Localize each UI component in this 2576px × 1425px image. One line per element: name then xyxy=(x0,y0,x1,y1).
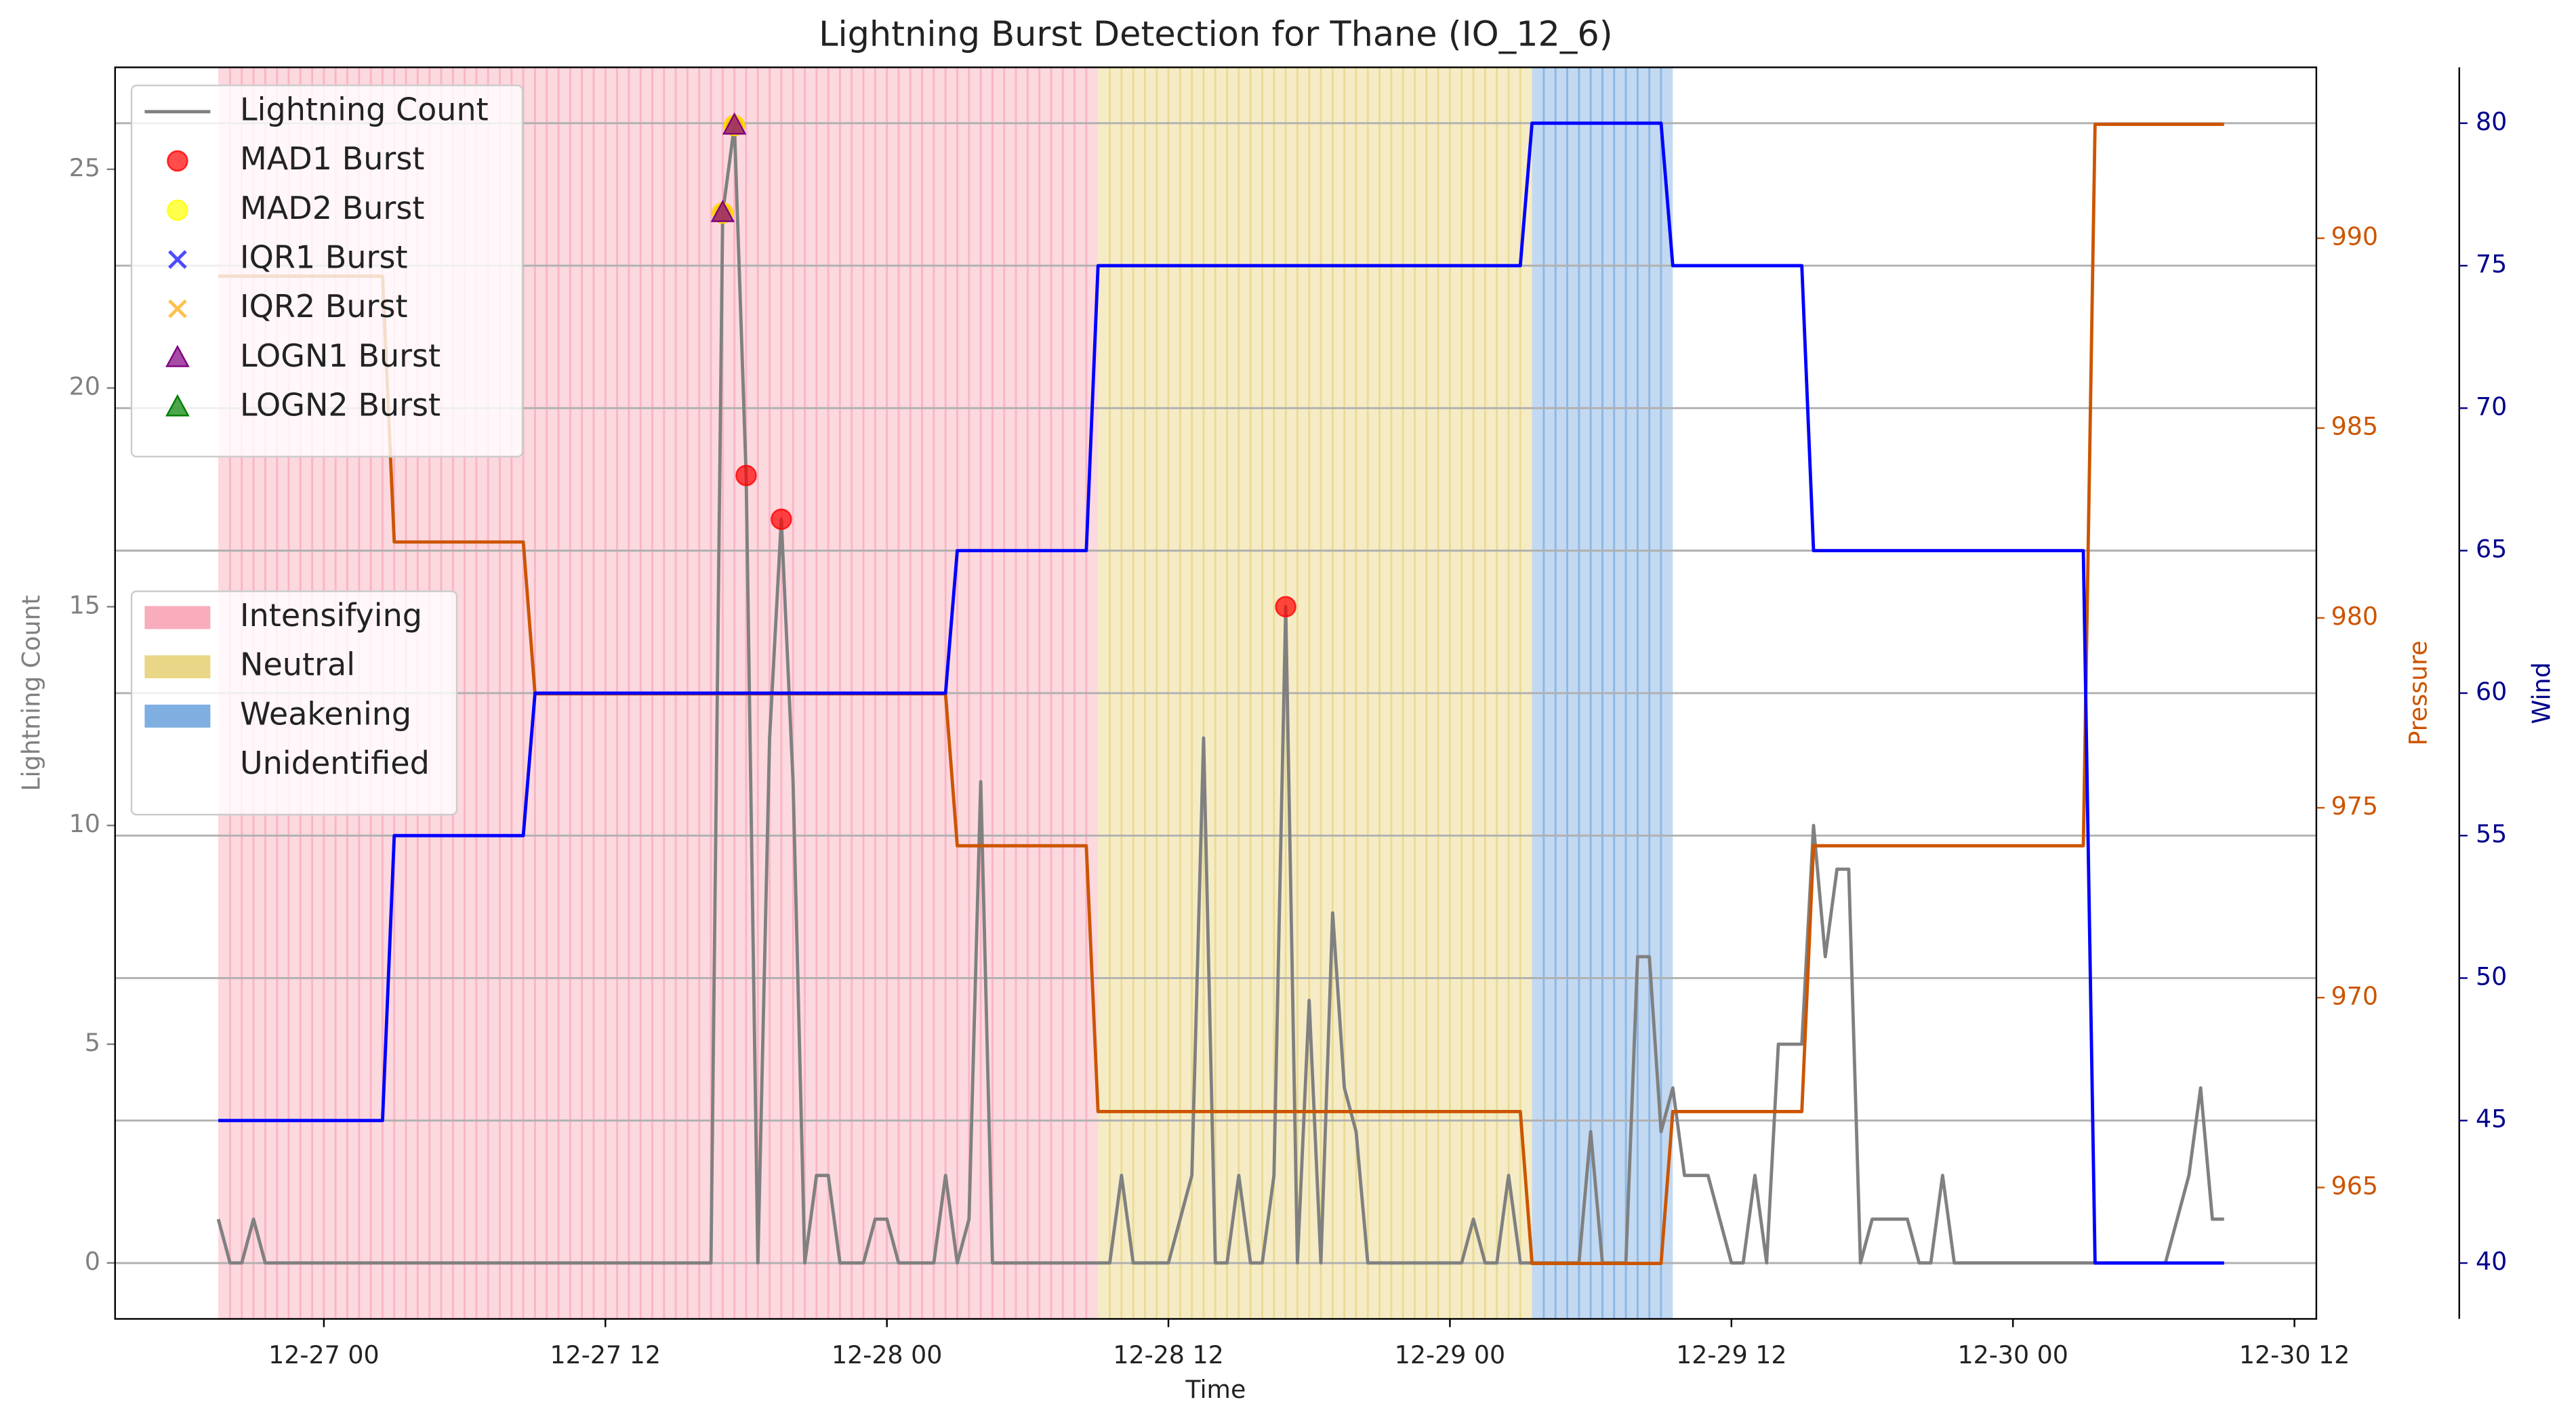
x-tick-label: 12-27 12 xyxy=(550,1340,661,1369)
wind-tick-label: 80 xyxy=(2476,107,2507,136)
legend-marker xyxy=(167,199,188,222)
legend-marker xyxy=(165,394,190,417)
y-tick-label: 0 xyxy=(85,1247,100,1276)
series-line xyxy=(218,123,2224,1266)
wind-tick-label: 45 xyxy=(2476,1104,2507,1134)
burst-marker xyxy=(771,508,792,531)
y-tick-label: 20 xyxy=(69,372,100,401)
legend-marker xyxy=(168,250,187,269)
chart-title: Lightning Burst Detection for Thane (IO_… xyxy=(819,14,1612,54)
pressure-tick-label: 970 xyxy=(2331,981,2378,1010)
legend-patch xyxy=(144,655,211,679)
pressure-tick-label: 975 xyxy=(2331,791,2378,821)
legend-patch xyxy=(144,704,211,728)
wind-tick-label: 70 xyxy=(2476,392,2507,421)
pressure-tick-label: 965 xyxy=(2331,1172,2378,1201)
legend-patch xyxy=(144,606,211,629)
legend-frame xyxy=(130,590,458,816)
legend-marker xyxy=(165,344,190,367)
x-tick-label: 12-27 00 xyxy=(268,1340,379,1369)
legend-label: MAD2 Burst xyxy=(240,190,424,226)
legend-label: Neutral xyxy=(240,646,355,683)
wind-tick-label: 65 xyxy=(2476,535,2507,564)
burst-marker xyxy=(710,199,735,222)
x-tick-label: 12-29 12 xyxy=(1676,1340,1786,1369)
x-tick-label: 12-28 12 xyxy=(1113,1340,1223,1369)
legends: Lightning Count MAD1 Burst MAD2 Burst IQR1 … xyxy=(130,84,524,816)
x-tick-label: 12-30 12 xyxy=(2239,1340,2350,1369)
wind-axis-label: Wind xyxy=(2527,662,2556,724)
phase-legend: Intensifying Neutral Weakening Unidentified xyxy=(130,590,458,816)
wind-tick-label: 55 xyxy=(2476,819,2507,848)
series-line xyxy=(218,121,2224,1265)
legend-marker xyxy=(167,150,188,172)
burst-marker xyxy=(735,464,757,487)
legend-label: Lightning Count xyxy=(240,91,489,127)
x-tick-label: 12-28 00 xyxy=(832,1340,942,1369)
pressure-tick-label: 980 xyxy=(2331,602,2378,631)
legend-frame xyxy=(130,84,524,458)
pressure-tick-label: 985 xyxy=(2331,412,2378,441)
burst-marker xyxy=(722,112,747,135)
pressure-tick-label: 990 xyxy=(2331,222,2378,251)
x-tick-label: 12-30 00 xyxy=(1957,1340,2068,1369)
plot-content xyxy=(216,112,2224,1266)
legend-label: Unidentified xyxy=(240,745,430,781)
x-tick-label: 12-29 00 xyxy=(1395,1340,1505,1369)
legend-patch xyxy=(144,753,211,777)
legend-label: MAD1 Burst xyxy=(240,140,424,177)
legend-label: IQR1 Burst xyxy=(240,239,408,275)
y-tick-label: 15 xyxy=(69,590,100,619)
plot-frame xyxy=(114,66,2318,1320)
legend-label: Weakening xyxy=(240,695,411,732)
x-axis-label: Time xyxy=(1185,1375,1246,1404)
legend-label: IQR2 Burst xyxy=(240,288,408,325)
wind-tick-label: 40 xyxy=(2476,1247,2507,1276)
y-tick-label: 5 xyxy=(85,1028,100,1057)
y-tick-label: 25 xyxy=(69,153,100,182)
pressure-axis-label: Pressure xyxy=(2404,640,2433,745)
y-tick-label: 10 xyxy=(69,809,100,838)
legend-label: Intensifying xyxy=(240,597,422,634)
legend-label: LOGN1 Burst xyxy=(240,337,441,374)
legend-marker xyxy=(168,299,187,318)
wind-tick-label: 60 xyxy=(2476,677,2507,706)
series-line xyxy=(216,123,2224,1265)
burst-marker xyxy=(1275,596,1296,618)
legend-label: LOGN2 Burst xyxy=(240,387,441,424)
y-axis-label: Lightning Count xyxy=(17,595,46,791)
wind-tick-label: 50 xyxy=(2476,962,2507,991)
wind-tick-label: 75 xyxy=(2476,249,2507,278)
series-legend: Lightning Count MAD1 Burst MAD2 Burst IQR1 … xyxy=(130,84,524,458)
